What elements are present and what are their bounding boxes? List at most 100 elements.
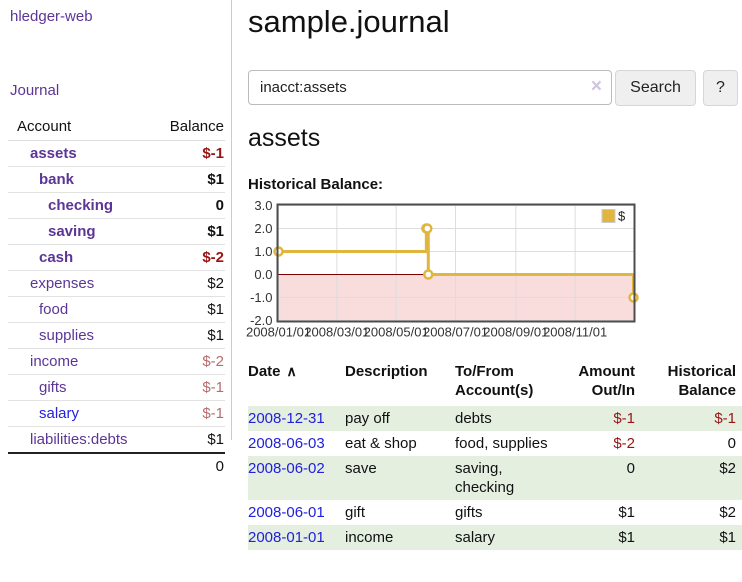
- account-link[interactable]: assets: [30, 145, 77, 162]
- x-tick-label: 2008/07/01: [423, 325, 488, 340]
- register-header-historical: HistoricalBalance: [647, 360, 742, 406]
- accounts-header-row: Account Balance: [8, 114, 225, 141]
- register-row: 2008-01-01incomesalary$1$1: [248, 525, 742, 550]
- transaction-date-link[interactable]: 2008-01-01: [248, 529, 325, 546]
- y-tick-label: 0.0: [254, 267, 272, 282]
- register-description: save: [345, 456, 455, 500]
- account-link[interactable]: supplies: [39, 327, 94, 344]
- register-header-date: Date∧: [248, 360, 345, 406]
- register-description: pay off: [345, 406, 455, 431]
- account-row: cash $-2: [8, 245, 225, 271]
- account-row: gifts $-1: [8, 375, 225, 401]
- account-balance: $-2: [149, 245, 225, 271]
- register-table-body: 2008-12-31pay offdebts$-1$-12008-06-03ea…: [248, 406, 742, 550]
- transaction-date-link[interactable]: 2008-06-01: [248, 504, 325, 521]
- account-link[interactable]: saving: [48, 223, 96, 240]
- account-row: saving $1: [8, 219, 225, 245]
- register-header-tofrom: To/FromAccount(s): [455, 360, 567, 406]
- register-description: gift: [345, 500, 455, 525]
- register-accounts: food, supplies: [455, 431, 567, 456]
- account-balance: $-1: [149, 375, 225, 401]
- accounts-header-account: Account: [8, 114, 149, 141]
- account-row: checking0: [8, 193, 225, 219]
- account-link[interactable]: income: [30, 353, 78, 370]
- y-tick-label: -1.0: [250, 290, 272, 305]
- help-button[interactable]: ?: [703, 70, 738, 106]
- register-header-description: Description: [345, 360, 455, 406]
- y-tick-label: 3.0: [254, 198, 272, 213]
- account-link[interactable]: expenses: [30, 275, 94, 292]
- account-balance: $1: [149, 167, 225, 193]
- y-tick-label: 2.0: [254, 221, 272, 236]
- search-input[interactable]: [260, 71, 590, 104]
- register-header-amount: AmountOut/In: [567, 360, 647, 406]
- transaction-date-link[interactable]: 2008-06-02: [248, 460, 325, 477]
- account-link[interactable]: food: [39, 301, 68, 318]
- account-row: expenses $2: [8, 271, 225, 297]
- transaction-date-link[interactable]: 2008-12-31: [248, 410, 325, 427]
- account-balance: $-2: [149, 349, 225, 375]
- account-link[interactable]: liabilities:debts: [30, 431, 128, 448]
- register-balance: $1: [647, 525, 742, 550]
- accounts-total-row: 0: [8, 453, 225, 479]
- page-title: sample.journal: [248, 4, 742, 40]
- account-link[interactable]: bank: [39, 171, 74, 188]
- accounts-header-balance: Balance: [149, 114, 225, 141]
- sidebar-item-journal[interactable]: Journal: [0, 82, 59, 99]
- register-date: 2008-06-01: [248, 500, 345, 525]
- search-button[interactable]: Search: [615, 70, 696, 106]
- account-row: food $1: [8, 297, 225, 323]
- accounts-table-body: assets$-1bank$1checking0saving$1cash$-2e…: [8, 141, 225, 454]
- register-accounts: gifts: [455, 500, 567, 525]
- transaction-date-link[interactable]: 2008-06-03: [248, 435, 325, 452]
- account-balance: $-1: [149, 141, 225, 167]
- app-title-link[interactable]: hledger-web: [0, 8, 93, 25]
- register-date: 2008-12-31: [248, 406, 345, 431]
- balance-chart: $3.02.01.00.0-1.0-2.02008/01/012008/03/0…: [248, 203, 642, 343]
- x-tick-label: 2008/11/01: [543, 325, 607, 340]
- x-tick-label: 2008/03/01: [304, 325, 369, 340]
- account-balance: $1: [149, 219, 225, 245]
- register-amount: $-1: [567, 406, 647, 431]
- sort-asc-icon[interactable]: ∧: [281, 363, 297, 379]
- account-link[interactable]: gifts: [39, 379, 67, 396]
- account-balance: $1: [149, 427, 225, 454]
- register-balance: $-1: [647, 406, 742, 431]
- register-row: 2008-12-31pay offdebts$-1$-1: [248, 406, 742, 431]
- register-table: Date∧DescriptionTo/FromAccount(s)AmountO…: [248, 360, 742, 550]
- account-link[interactable]: checking: [48, 197, 113, 214]
- account-balance: $2: [149, 271, 225, 297]
- search-input-wrap: ×: [248, 70, 612, 105]
- account-balance: $1: [149, 297, 225, 323]
- register-accounts: saving, checking: [455, 456, 567, 500]
- legend-label: $: [618, 209, 626, 224]
- account-link[interactable]: cash: [39, 249, 73, 266]
- data-point-marker: [423, 225, 431, 233]
- account-row: income $-2: [8, 349, 225, 375]
- register-header-row: Date∧DescriptionTo/FromAccount(s)AmountO…: [248, 360, 742, 406]
- register-amount: $-2: [567, 431, 647, 456]
- sidebar: hledger-web Journal Account Balance asse…: [0, 0, 232, 440]
- register-date: 2008-06-03: [248, 431, 345, 456]
- accounts-table: Account Balance assets$-1bank$1checking0…: [8, 114, 225, 479]
- account-row: liabilities:debts $1: [8, 427, 225, 454]
- y-tick-label: 1.0: [254, 244, 272, 259]
- search-bar: × Search ?: [248, 70, 742, 106]
- chart-title: Historical Balance:: [248, 176, 383, 193]
- legend-swatch: [602, 210, 615, 223]
- account-link[interactable]: salary: [39, 405, 79, 422]
- clear-search-icon[interactable]: ×: [591, 76, 602, 98]
- account-row: supplies$1: [8, 323, 225, 349]
- register-amount: $1: [567, 500, 647, 525]
- x-tick-label: 2008/09/01: [483, 325, 548, 340]
- register-accounts: debts: [455, 406, 567, 431]
- register-description: eat & shop: [345, 431, 455, 456]
- main-content: sample.journal × Search ? assets Histori…: [248, 0, 742, 40]
- account-balance: $-1: [149, 401, 225, 427]
- register-row: 2008-06-02savesaving, checking0$2: [248, 456, 742, 500]
- x-tick-label: 2008/05/01: [364, 325, 429, 340]
- accounts-total-balance: 0: [149, 453, 225, 479]
- account-row: bank $1: [8, 167, 225, 193]
- x-tick-label: 2008/01/01: [246, 325, 311, 340]
- register-balance: $2: [647, 456, 742, 500]
